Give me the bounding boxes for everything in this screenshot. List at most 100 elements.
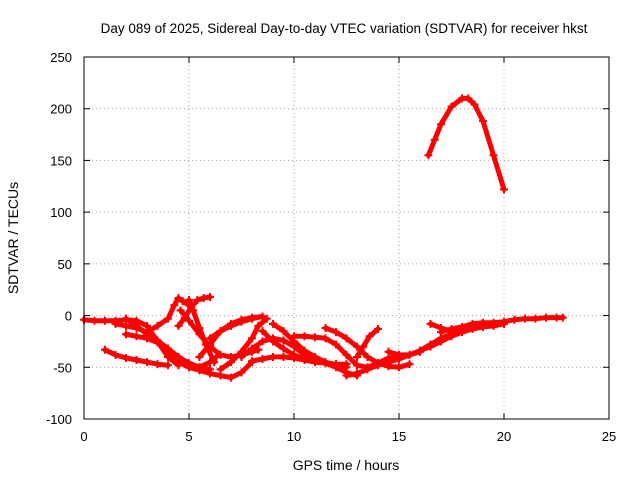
data-point-s23 — [542, 313, 550, 322]
data-point-s8 — [185, 316, 193, 325]
data-point-s12 — [254, 321, 263, 330]
data-point-s2 — [132, 356, 141, 365]
data-point-s21 — [384, 347, 393, 356]
data-point-s20 — [365, 332, 374, 341]
data-point-s24 — [424, 151, 433, 160]
data-point-s2 — [153, 360, 162, 369]
series-line-s15 — [260, 328, 360, 379]
data-point-s16 — [332, 361, 340, 370]
data-point-s24 — [464, 94, 473, 103]
data-point-s18 — [321, 323, 330, 332]
data-point-s16 — [321, 358, 330, 367]
data-point-s23 — [489, 318, 498, 327]
data-point-s6 — [185, 363, 193, 372]
x-tick-label: 0 — [80, 429, 87, 444]
grid — [84, 57, 609, 419]
data-point-s3 — [164, 314, 172, 323]
data-point-s3 — [111, 319, 120, 328]
data-point-s23 — [521, 314, 529, 323]
data-point-s24 — [479, 117, 487, 126]
data-point-s19 — [363, 365, 372, 374]
data-point-s19 — [374, 361, 382, 370]
data-point-s2 — [101, 345, 109, 354]
data-point-s22 — [426, 319, 435, 328]
data-point-s24 — [470, 100, 479, 109]
series-line-s20 — [354, 326, 381, 360]
data-point-s11 — [216, 327, 225, 336]
data-point-s23 — [447, 325, 456, 334]
y-axis-label: SDTVAR / TECUs — [5, 182, 21, 294]
data-point-s14 — [258, 355, 267, 364]
y-tick-label: 100 — [50, 205, 72, 220]
data-point-s8 — [176, 306, 185, 315]
data-point-s9 — [195, 323, 204, 332]
data-point-s17 — [342, 350, 351, 359]
data-point-s2 — [111, 350, 120, 359]
data-point-s19 — [353, 369, 361, 378]
data-point-s12 — [227, 358, 235, 367]
data-point-s14 — [279, 352, 288, 361]
data-point-s11 — [237, 317, 246, 326]
chart-title: Day 089 of 2025, Sidereal Day-to-day VTE… — [101, 21, 588, 36]
data-point-s23 — [531, 314, 540, 323]
data-point-s23 — [500, 317, 508, 326]
data-point-s23 — [510, 315, 519, 324]
data-point-s4 — [132, 321, 141, 330]
data-point-s20 — [359, 342, 368, 351]
data-point-s1 — [90, 316, 99, 325]
data-point-s11 — [227, 321, 235, 330]
data-point-s12 — [216, 365, 225, 374]
x-tick-label: 10 — [287, 429, 301, 444]
data-point-s19 — [384, 358, 393, 367]
data-point-s2 — [122, 353, 130, 362]
data-point-s21 — [416, 346, 424, 355]
data-point-s3 — [170, 301, 179, 310]
data-point-s20 — [374, 325, 382, 334]
data-point-s6 — [237, 368, 246, 377]
data-point-s14 — [269, 352, 277, 361]
data-point-s5 — [132, 332, 141, 341]
data-point-s21 — [395, 350, 403, 359]
x-axis-label: GPS time / hours — [293, 457, 400, 473]
x-tick-label: 20 — [497, 429, 511, 444]
data-point-s24 — [430, 135, 439, 144]
data-point-s20 — [353, 352, 361, 361]
y-tick-label: -100 — [46, 412, 72, 427]
data-point-s15 — [300, 355, 309, 364]
series-line-s3 — [113, 295, 192, 335]
data-point-s3 — [153, 321, 162, 330]
x-tick-label: 15 — [392, 429, 406, 444]
data-point-s7 — [206, 292, 214, 301]
data-point-s4 — [122, 314, 130, 323]
data-point-s23 — [437, 328, 445, 337]
y-tick-label: 150 — [50, 153, 72, 168]
series-line-s12 — [218, 316, 270, 372]
data-point-s18 — [342, 334, 351, 343]
data-point-s23 — [458, 322, 466, 331]
data-point-s16 — [269, 319, 277, 328]
data-point-s21 — [426, 340, 435, 349]
x-tick-label: 25 — [602, 429, 616, 444]
data-point-s11 — [248, 314, 256, 323]
data-point-s23 — [468, 319, 477, 328]
data-point-s3 — [178, 297, 187, 306]
data-point-s5 — [153, 338, 162, 347]
data-point-s13 — [237, 352, 246, 361]
data-point-s13 — [258, 337, 267, 346]
data-point-s9 — [185, 296, 193, 305]
data-point-s18 — [332, 328, 340, 337]
data-point-s2 — [164, 361, 172, 370]
data-point-s15 — [290, 350, 298, 359]
data-point-s17 — [332, 340, 340, 349]
plot-frame — [83, 56, 610, 420]
data-point-s24 — [489, 151, 498, 160]
y-tick-label: 200 — [50, 102, 72, 117]
data-point-s18 — [405, 360, 414, 369]
data-point-s24 — [437, 120, 445, 129]
data-point-s14 — [248, 357, 256, 366]
data-point-s13 — [248, 344, 256, 353]
data-point-s18 — [363, 352, 372, 361]
y-tick-label: 50 — [58, 257, 72, 272]
ticks: 0 5 10 15 20 25 -100 -50 0 50 100 150 200 250 — [46, 50, 616, 444]
